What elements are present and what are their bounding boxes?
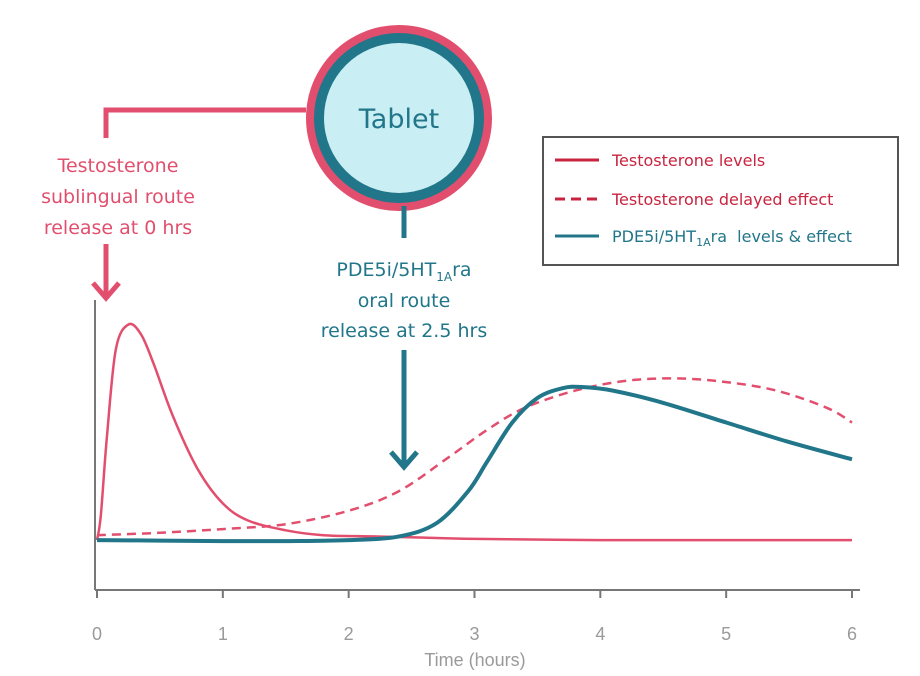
testosterone-connector-line [103,107,306,138]
pde5i-annotation: PDE5i/5HT1Ara oral route release at 2.5 … [321,259,487,342]
legend-label-testosterone-delayed: Testosterone delayed effect [611,190,833,209]
x-tick-label-0: 0 [92,624,102,644]
legend-label-testosterone-levels: Testosterone levels [611,151,765,170]
x-tick-label-6: 6 [847,624,857,644]
pde5i-annotation-line-3: release at 2.5 hrs [321,320,487,342]
testosterone-annotation-line-2: sublingual route [41,186,195,208]
x-tick-label-3: 3 [469,624,479,644]
pde5i-annotation-line-1: PDE5i/5HT1Ara [336,259,471,284]
pde5i-arrow-head [389,450,419,471]
series-layer [95,322,853,544]
x-axis-label: Time (hours) [424,650,525,670]
series-line-testosterone-delayed-effect [96,377,853,537]
testosterone-arrow-head [91,281,121,302]
testosterone-annotation: Testosterone sublingual route release at… [41,155,195,239]
series-line-pde5i-levels-effect [96,384,853,544]
tablet-label: Tablet [358,104,439,135]
tablet: Tablet [306,25,492,211]
legend-label-pde5i: PDE5i/5HT1Ara levels & effect [612,227,852,249]
pde5i-annotation-line-2: oral route [358,290,451,312]
tablet-core [324,43,474,193]
x-tick-label-5: 5 [721,624,731,644]
x-tick-label-2: 2 [344,624,354,644]
axes: 0 1 2 3 4 5 6 Time (hours) [92,300,860,670]
legend-box [542,136,899,266]
pde5i-route-connector [389,206,419,471]
testosterone-route-connector [91,107,306,302]
testosterone-annotation-line-3: release at 0 hrs [44,217,192,239]
x-tick-label-4: 4 [595,624,605,644]
x-tick-label-1: 1 [218,624,228,644]
legend: Testosterone levels Testosterone delayed… [542,136,899,266]
series-line-testosterone-levels [95,322,852,542]
testosterone-annotation-line-1: Testosterone [57,155,179,177]
x-ticks: 0 1 2 3 4 5 6 [92,590,857,644]
